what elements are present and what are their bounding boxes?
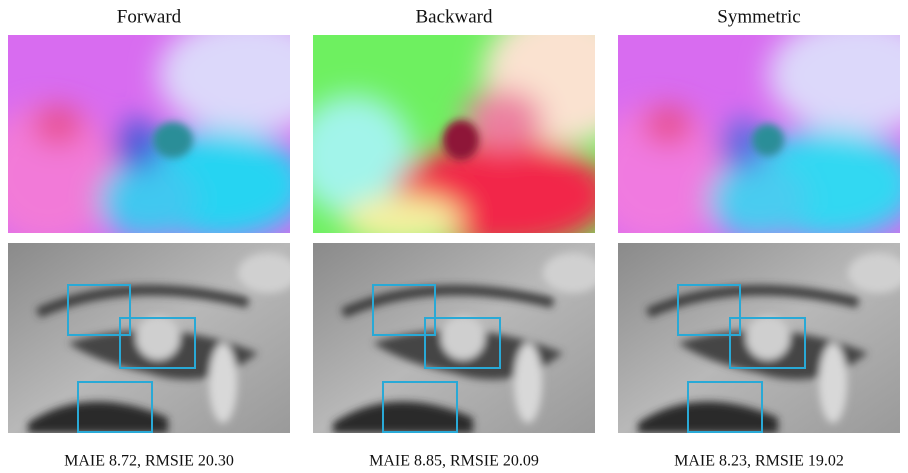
column: Backward MAIE 8.85, RMSIE 20.09 [293,5,643,470]
column-title: Symmetric [717,6,800,27]
column: Symmetric MAIE 8.23, RMSIE 19.02 [588,6,908,469]
caption: MAIE 8.72, RMSIE 20.30 [64,453,234,470]
figure: Forward MAIE 8.72, RMSIE 20.30 Backward … [0,0,908,473]
flow-image [588,15,908,245]
photo [618,243,908,433]
caption: MAIE 8.23, RMSIE 19.02 [674,453,844,470]
photo [313,243,603,433]
column-title: Backward [415,6,493,27]
column-title: Forward [117,6,182,27]
photo [8,243,298,433]
column: Forward MAIE 8.72, RMSIE 20.30 [0,6,338,469]
flow-image [293,5,643,250]
flow-image [0,15,338,245]
caption: MAIE 8.85, RMSIE 20.09 [369,453,539,470]
